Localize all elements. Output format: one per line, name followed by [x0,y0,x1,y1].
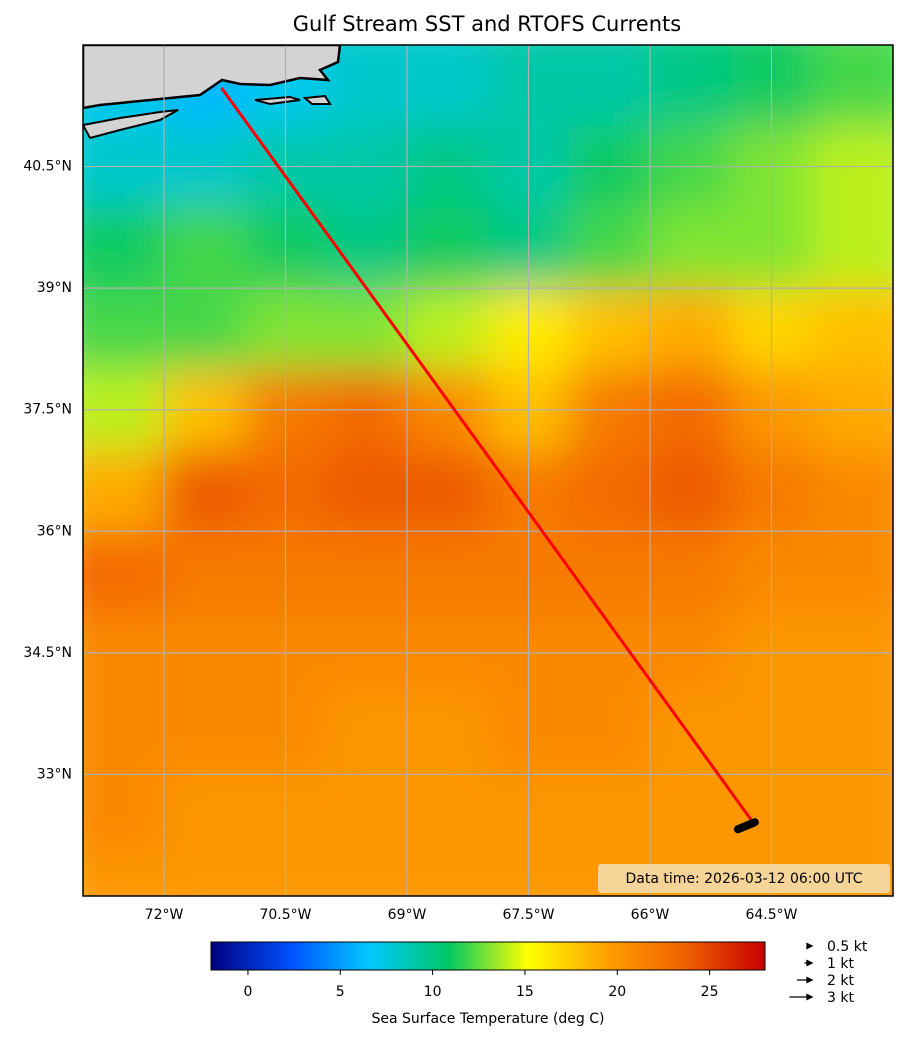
coastline [83,45,342,110]
sst-cell [164,531,246,613]
sst-cell [164,288,246,370]
island [302,94,332,105]
sst-cell [650,45,732,127]
sst-cell [407,45,489,127]
colorbar-tick-label: 20 [608,984,626,1000]
sst-cell [569,693,651,775]
sst-cell [569,45,651,127]
chart-title: Gulf Stream SST and RTOFS Currents [293,12,681,36]
annotation-box [598,864,890,893]
route-layer [220,87,759,834]
x-tick-label: 66°W [631,907,670,923]
sst-cell [650,531,732,613]
sst-cell [569,531,651,613]
x-tick-label: 72°W [145,907,184,923]
sst-cell [326,207,408,289]
sst-cell [326,288,408,370]
sst-cell [569,288,651,370]
land [83,45,342,140]
sst-cell [650,774,732,856]
sst-cell [407,693,489,775]
sst-cell [407,207,489,289]
colorbar-tick-label: 10 [424,984,442,1000]
quiver-key-label: 2 kt [827,973,854,989]
quiver-key-label: 1 kt [827,956,854,972]
colorbar-label: Sea Surface Temperature (deg C) [372,1011,605,1027]
long-island [83,109,179,140]
sst-cell [407,774,489,856]
colorbar-tick-label: 5 [336,984,345,1000]
colorbar [210,941,766,971]
sst-cell [326,855,408,896]
colorbar-tick-label: 15 [516,984,534,1000]
sst-cell [326,531,408,613]
sst-cell [569,774,651,856]
sst-cell [164,450,246,532]
y-tick-label: 40.5°N [23,159,72,175]
sst-field [83,45,893,896]
y-tick-label: 37.5°N [23,402,72,418]
sst-cell [83,207,165,289]
sst-cell [650,288,732,370]
sst-cell [812,531,893,613]
grid [83,45,893,896]
x-tick-label: 67.5°W [502,907,554,923]
map-frame [82,44,894,897]
x-tick-label: 70.5°W [259,907,311,923]
sst-cell [326,450,408,532]
sst-cell [407,855,489,896]
sst-cell [812,207,893,289]
y-tick-label: 39°N [37,280,72,296]
route-end [733,818,759,834]
quiver-key-label: 3 kt [827,990,854,1006]
sst-cell [650,207,732,289]
sst-cell [83,288,165,370]
sst-cell [83,774,165,856]
sst-cell [569,450,651,532]
quiver-key-arrow [789,993,814,1001]
x-tick-label: 69°W [388,907,427,923]
sst-cell [812,450,893,532]
x-tick-label: 64.5°W [745,907,797,923]
y-tick-label: 33°N [37,766,72,782]
annotation: Data time: 2026-03-12 06:00 UTC [625,871,862,887]
y-tick-label: 34.5°N [23,645,72,661]
sst-cell [569,207,651,289]
sst-cell [164,774,246,856]
sst-cell [812,45,893,127]
sst-cell [164,855,246,896]
colorbar-tick-label: 0 [243,984,252,1000]
sst-cell [407,450,489,532]
route-line [220,87,755,824]
sst-cell [650,450,732,532]
quiver-key-arrow [804,959,814,967]
quiver-key-arrow [806,942,814,950]
sst-cell [326,774,408,856]
sst-cell [812,693,893,775]
sst-cell [83,855,165,896]
sst-cell [164,207,246,289]
quiver-key-arrow [797,976,814,984]
sst-cell [812,774,893,856]
sst-cell [164,693,246,775]
sst-cell [83,531,165,613]
sst-cell [83,450,165,532]
island [254,95,301,106]
colorbar-tick-label: 25 [701,984,719,1000]
sst-cell [407,288,489,370]
y-tick-label: 36°N [37,523,72,539]
sst-cells [83,45,893,896]
quiver-key-label: 0.5 kt [827,939,868,955]
sst-cell [326,693,408,775]
sst-cell [83,693,165,775]
sst-cell [407,531,489,613]
sst-cell [812,288,893,370]
